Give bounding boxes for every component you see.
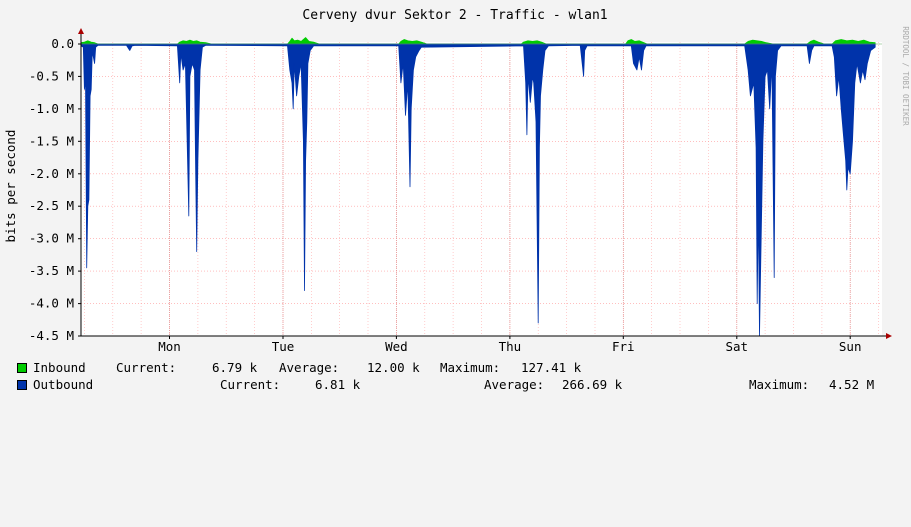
series-layer xyxy=(80,37,882,337)
x-axis-arrow xyxy=(886,333,892,339)
labels: Cerveny dvur Sektor 2 - Traffic - wlan1 … xyxy=(3,8,910,354)
legend-inbound-name: Inbound xyxy=(33,360,86,375)
legend-outbound-maximum: 4.52 M xyxy=(829,377,875,392)
x-tick-label: Thu xyxy=(499,339,522,354)
legend-inbound-average-label: Average: xyxy=(279,360,340,375)
y-tick-label: -3.0 M xyxy=(29,231,74,246)
x-tick-label: Wed xyxy=(385,339,408,354)
rrdtool-watermark: RRDTOOL / TOBI OETIKER xyxy=(901,26,910,126)
legend-inbound-maximum-label: Maximum: xyxy=(440,360,501,375)
chart-title: Cerveny dvur Sektor 2 - Traffic - wlan1 xyxy=(302,8,607,23)
x-tick-label: Tue xyxy=(272,339,295,354)
legend-outbound-current-label: Current: xyxy=(220,377,281,392)
y-tick-label: 0.0 xyxy=(51,36,74,51)
x-tick-label: Sat xyxy=(726,339,749,354)
legend-inbound-average: 12.00 k xyxy=(367,360,420,375)
y-axis-arrow xyxy=(78,28,84,34)
inbound-swatch xyxy=(17,363,27,373)
legend-outbound-name: Outbound xyxy=(33,377,94,392)
legend-outbound: Outbound Current: 6.81 k Average: 266.69… xyxy=(17,377,897,392)
series-inbound-area xyxy=(80,37,876,45)
legend-outbound-current: 6.81 k xyxy=(315,377,361,392)
y-tick-label: -0.5 M xyxy=(29,68,74,83)
outbound-swatch xyxy=(17,380,27,390)
legend-outbound-average-label: Average: xyxy=(484,377,545,392)
legend-inbound-maximum: 127.41 k xyxy=(521,360,582,375)
series-outbound-area xyxy=(80,43,876,337)
x-tick-label: Mon xyxy=(158,339,181,354)
y-tick-label: -4.5 M xyxy=(29,328,74,343)
legend-inbound-current-label: Current: xyxy=(116,360,177,375)
x-tick-label: Fri xyxy=(612,339,635,354)
y-tick-label: -1.0 M xyxy=(29,101,74,116)
x-tick-label: Sun xyxy=(839,339,862,354)
rrd-graph: Cerveny dvur Sektor 2 - Traffic - wlan1 … xyxy=(3,8,910,392)
axes xyxy=(78,28,892,339)
y-axis-label: bits per second xyxy=(3,130,18,243)
y-tick-label: -4.0 M xyxy=(29,296,74,311)
traffic-chart: Cerveny dvur Sektor 2 - Traffic - wlan1 … xyxy=(3,8,910,354)
legend-outbound-average: 266.69 k xyxy=(562,377,623,392)
legend-inbound: Inbound Current: 6.79 k Average: 12.00 k… xyxy=(17,360,897,375)
y-tick-label: -2.0 M xyxy=(29,166,74,181)
y-tick-label: -1.5 M xyxy=(29,133,74,148)
legend-outbound-maximum-label: Maximum: xyxy=(749,377,810,392)
legend-inbound-current: 6.79 k xyxy=(212,360,258,375)
y-tick-label: -3.5 M xyxy=(29,263,74,278)
y-tick-label: -2.5 M xyxy=(29,198,74,213)
